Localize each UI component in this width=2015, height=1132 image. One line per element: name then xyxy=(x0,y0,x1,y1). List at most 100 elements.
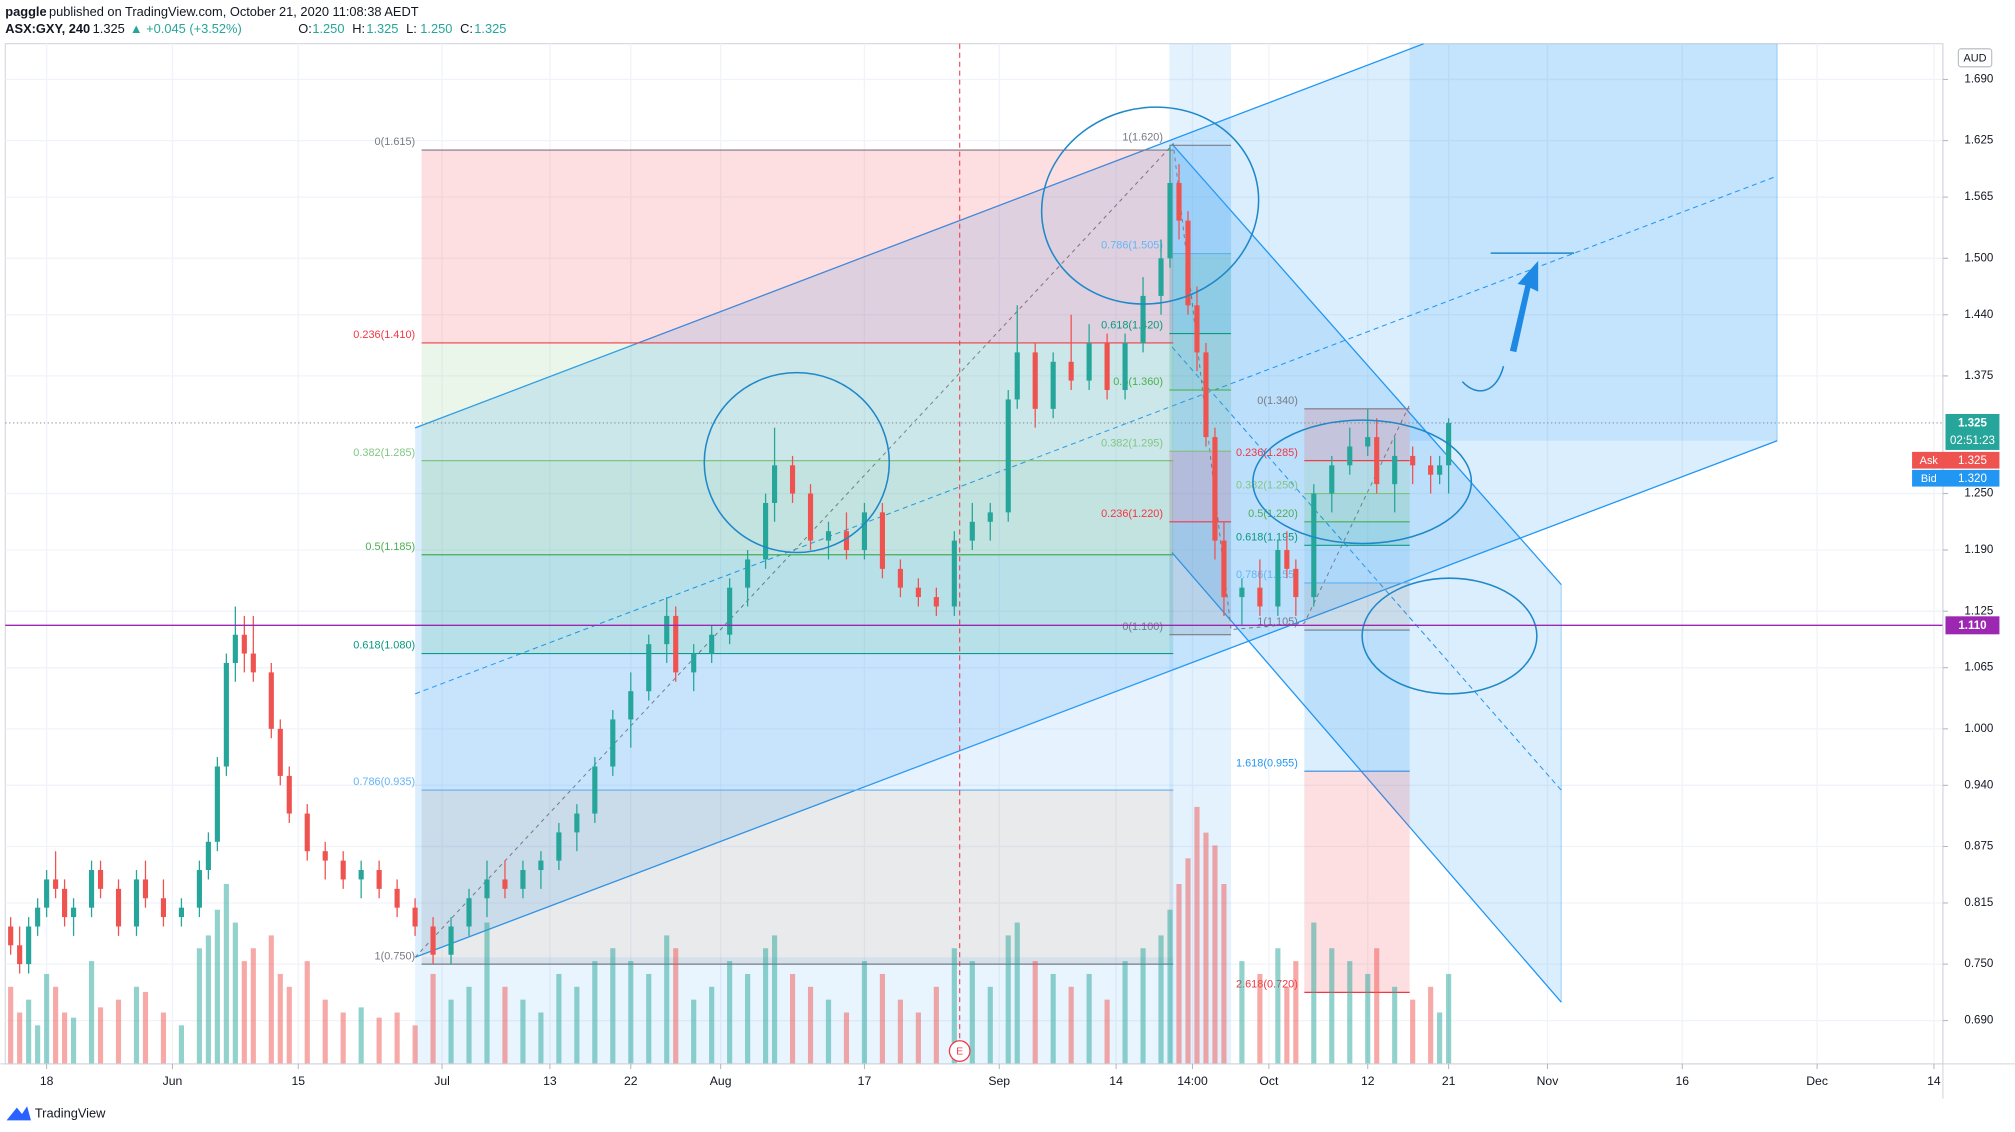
candle-body xyxy=(1158,258,1164,296)
fib-zone xyxy=(421,150,1174,343)
volume-bar xyxy=(232,922,238,1064)
volume-bar xyxy=(1194,806,1200,1064)
candle-body xyxy=(969,521,975,541)
x-tick-label: Jun xyxy=(163,1074,183,1088)
volume-bar xyxy=(1293,961,1299,1064)
axes: 0.690 0.750 0.815 0.875 0.940 1.000 1.065 1.125… xyxy=(40,73,2000,1088)
candle-body xyxy=(88,870,95,908)
y-tick-label: 1.500 xyxy=(1964,252,1993,264)
candle-body xyxy=(133,879,140,927)
curve-annotation xyxy=(1461,366,1505,392)
x-tick-label: 22 xyxy=(624,1074,638,1088)
candle-body xyxy=(1428,465,1434,475)
candle-body xyxy=(1221,540,1227,598)
volume-bar xyxy=(1257,973,1263,1064)
price-label: 1.110 xyxy=(1958,620,1986,632)
volume-bar xyxy=(1203,832,1209,1064)
circle-annotation xyxy=(703,371,891,554)
volume-bar xyxy=(160,1012,167,1064)
candle-body xyxy=(538,860,544,871)
candle-body xyxy=(1284,550,1290,569)
candle-body xyxy=(745,559,751,588)
candle-body xyxy=(1050,361,1056,409)
ohlc-key: H: xyxy=(352,21,365,36)
candle-body xyxy=(556,832,562,861)
x-tick-label: 12 xyxy=(1361,1074,1375,1088)
annotations xyxy=(703,106,1575,695)
published: published on TradingView.com, October 21… xyxy=(49,4,419,19)
volume-bar xyxy=(763,948,769,1064)
volume-bar xyxy=(304,961,310,1064)
y-tick-label: 1.690 xyxy=(1964,73,1993,85)
fib-label: 0.786(1.505) xyxy=(1101,240,1163,252)
grid xyxy=(5,43,1943,1064)
volume-bar xyxy=(807,986,814,1064)
candle-body xyxy=(691,653,697,673)
candle-body xyxy=(115,888,122,927)
volume-bar xyxy=(1032,961,1038,1064)
price-box xyxy=(1945,413,2000,450)
volume-bar xyxy=(1167,909,1173,1064)
volume-bar xyxy=(223,884,229,1064)
ohlc-value: 1.325 xyxy=(474,21,506,36)
footer-brand: TradingView xyxy=(35,1105,106,1120)
bid-box xyxy=(1912,469,2000,487)
candle-body xyxy=(26,926,32,965)
fib-label: 0.5(1.360) xyxy=(1113,376,1163,388)
candle-body xyxy=(412,907,418,927)
volume-bar xyxy=(628,961,634,1064)
fib-zone xyxy=(421,790,1174,965)
y-tick-label: 0.875 xyxy=(1964,841,1993,853)
bid-name: Bid xyxy=(1921,473,1937,485)
circle-annotation xyxy=(1361,577,1538,695)
volume-bar xyxy=(915,1012,921,1064)
ohlc-key: L: xyxy=(406,21,417,36)
volume-bar xyxy=(97,1007,104,1064)
volume-bar xyxy=(556,973,562,1064)
x-tick-label: 14 xyxy=(1927,1074,1941,1088)
fib-zone xyxy=(1304,408,1410,461)
volume-bar xyxy=(1374,948,1380,1064)
candle-body xyxy=(1014,352,1020,400)
volume-bar xyxy=(1311,922,1317,1064)
volume-bar xyxy=(1176,884,1182,1064)
candle-body xyxy=(709,634,715,654)
candle-body xyxy=(807,493,814,541)
candle-body xyxy=(53,879,59,889)
volume-bar xyxy=(394,1012,400,1064)
y-tick-label: 1.565 xyxy=(1964,191,1993,203)
candle-body xyxy=(1068,361,1074,381)
event-marker xyxy=(948,1040,971,1062)
price-label: 1.325 xyxy=(1958,418,1987,430)
fib-label: 0.618(1.080) xyxy=(353,640,415,652)
channel-line xyxy=(1171,552,1562,1003)
fib-label: 0.382(1.285) xyxy=(353,447,415,459)
volume-bar xyxy=(1437,1012,1443,1064)
volume-bar xyxy=(214,909,220,1064)
candle-body xyxy=(933,597,939,607)
x-tick-label: Jul xyxy=(434,1074,450,1088)
y-tick-label: 0.750 xyxy=(1964,958,1993,970)
x-tick-label: Oct xyxy=(1259,1074,1279,1088)
volume-bar xyxy=(205,935,211,1064)
volume-bar xyxy=(17,1012,23,1064)
volume-bar xyxy=(250,948,256,1064)
volume-bar xyxy=(1392,986,1398,1064)
candle-body xyxy=(1167,182,1173,259)
fib-label: 0.236(1.285) xyxy=(1236,447,1298,459)
volume-bar xyxy=(133,986,140,1064)
candle-body xyxy=(1311,493,1317,598)
volume-bar xyxy=(466,986,472,1064)
fib-zone xyxy=(1169,333,1232,391)
candle-body xyxy=(664,615,670,645)
candle-body xyxy=(1005,399,1011,513)
fib-zone xyxy=(1169,521,1232,635)
x-tick-label: Aug xyxy=(710,1074,732,1088)
candle-body xyxy=(897,568,903,588)
candle-body xyxy=(1032,352,1038,409)
volume-bar xyxy=(592,961,598,1064)
fib-zone xyxy=(1169,390,1232,452)
volume-bar xyxy=(1140,948,1146,1064)
fib-label: 0.5(1.220) xyxy=(1248,508,1298,520)
